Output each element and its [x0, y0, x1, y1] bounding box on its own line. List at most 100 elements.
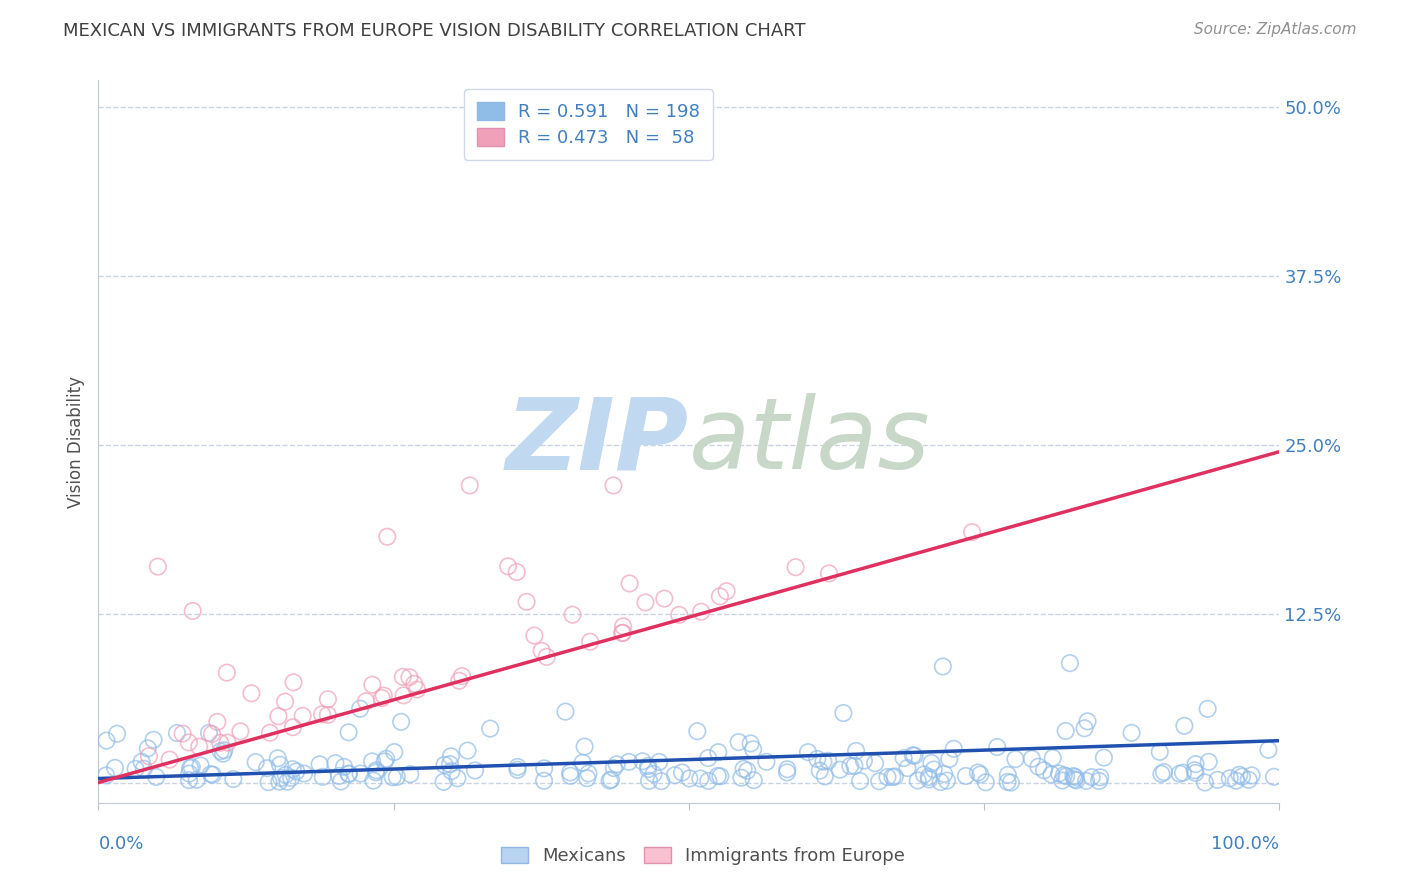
Point	[464, 764, 486, 778]
Point	[849, 774, 872, 789]
Point	[960, 525, 983, 540]
Point	[257, 775, 280, 789]
Point	[561, 607, 583, 622]
Point	[638, 773, 661, 788]
Point	[333, 760, 356, 774]
Point	[190, 758, 212, 772]
Point	[612, 625, 634, 640]
Point	[392, 689, 415, 703]
Point	[631, 754, 654, 768]
Point	[643, 767, 665, 781]
Text: 0.0%: 0.0%	[98, 835, 143, 854]
Point	[207, 714, 229, 729]
Point	[267, 751, 290, 765]
Point	[391, 670, 413, 684]
Point	[1197, 702, 1219, 716]
Point	[479, 722, 502, 736]
Point	[1257, 743, 1279, 757]
Point	[381, 770, 404, 784]
Point	[1059, 656, 1081, 670]
Point	[599, 773, 621, 788]
Point	[337, 725, 360, 739]
Point	[222, 772, 245, 786]
Point	[229, 724, 252, 739]
Point	[440, 764, 463, 779]
Point	[1063, 772, 1085, 787]
Point	[404, 677, 426, 691]
Point	[912, 767, 935, 781]
Point	[818, 566, 841, 581]
Point	[138, 749, 160, 764]
Point	[506, 763, 529, 777]
Point	[617, 755, 640, 769]
Point	[1033, 764, 1056, 778]
Legend: R = 0.591   N = 198, R = 0.473   N =  58: R = 0.591 N = 198, R = 0.473 N = 58	[464, 89, 713, 160]
Point	[1054, 723, 1077, 738]
Point	[180, 760, 202, 774]
Point	[269, 774, 291, 789]
Point	[371, 691, 394, 706]
Point	[709, 769, 731, 783]
Point	[533, 761, 555, 775]
Point	[398, 670, 420, 684]
Point	[363, 773, 385, 788]
Point	[868, 774, 890, 789]
Point	[1053, 768, 1076, 782]
Point	[406, 682, 429, 697]
Point	[776, 762, 799, 776]
Point	[132, 762, 155, 776]
Point	[863, 756, 886, 771]
Point	[124, 762, 146, 776]
Point	[606, 757, 628, 772]
Point	[876, 770, 898, 784]
Point	[1168, 766, 1191, 780]
Point	[1227, 768, 1250, 782]
Point	[292, 766, 315, 780]
Point	[1237, 772, 1260, 787]
Point	[574, 739, 596, 754]
Point	[177, 773, 200, 788]
Point	[496, 559, 519, 574]
Point	[316, 708, 339, 723]
Point	[283, 675, 305, 690]
Point	[1076, 714, 1098, 729]
Point	[678, 772, 700, 786]
Point	[375, 752, 398, 766]
Point	[281, 762, 304, 776]
Point	[364, 765, 387, 780]
Point	[212, 747, 235, 761]
Point	[1052, 773, 1074, 788]
Point	[814, 769, 837, 783]
Point	[433, 757, 456, 772]
Point	[896, 761, 918, 775]
Point	[1171, 765, 1194, 780]
Point	[259, 725, 281, 739]
Point	[797, 745, 820, 759]
Point	[451, 669, 474, 683]
Point	[146, 559, 169, 574]
Point	[385, 770, 408, 784]
Point	[159, 753, 181, 767]
Point	[907, 773, 929, 788]
Point	[291, 709, 314, 723]
Point	[697, 751, 720, 765]
Point	[603, 761, 626, 775]
Point	[166, 726, 188, 740]
Point	[177, 735, 200, 749]
Point	[285, 764, 308, 779]
Point	[600, 772, 623, 787]
Text: ZIP: ZIP	[506, 393, 689, 490]
Point	[571, 756, 593, 770]
Point	[375, 530, 398, 544]
Point	[813, 755, 835, 769]
Point	[311, 707, 333, 722]
Point	[942, 741, 965, 756]
Point	[1042, 751, 1064, 765]
Point	[361, 755, 384, 769]
Point	[709, 590, 731, 604]
Point	[433, 775, 456, 789]
Point	[215, 665, 238, 680]
Point	[267, 709, 290, 723]
Point	[832, 706, 855, 720]
Point	[817, 754, 839, 768]
